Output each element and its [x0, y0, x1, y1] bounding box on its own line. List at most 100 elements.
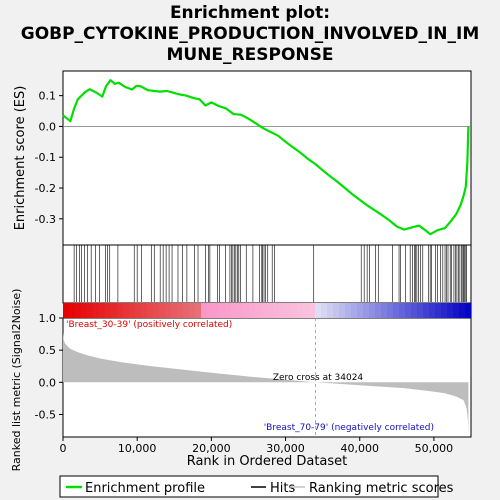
- rank-color-segment: [339, 303, 346, 318]
- rank-color-segment: [369, 303, 376, 318]
- es-y-tick-label: 0.0: [39, 120, 57, 133]
- rank-color-segment: [183, 303, 190, 318]
- legend-enrichment-profile-label: Enrichment profile: [85, 481, 205, 496]
- rank-color-segment: [375, 303, 382, 318]
- rank-color-segment: [63, 303, 70, 318]
- legend-box: [59, 475, 439, 498]
- chart-title-line-3: MUNE_RESPONSE: [166, 45, 333, 65]
- ranking-metric-area: [63, 332, 469, 434]
- x-tick-label: 0: [60, 442, 67, 455]
- x-axis-label: Rank in Ordered Dataset: [187, 454, 348, 469]
- rank-color-segment: [255, 303, 262, 318]
- es-y-tick-label: 0.1: [39, 90, 57, 103]
- rank-color-segment: [159, 303, 166, 318]
- chart-title-line-1: Enrichment plot:: [170, 3, 330, 23]
- rank-color-segment: [213, 303, 220, 318]
- rank-color-segment: [309, 303, 316, 318]
- rank-color-segment: [225, 303, 232, 318]
- metric-y-tick-label: 0.5: [39, 344, 57, 357]
- rank-color-segment: [423, 303, 430, 318]
- rank-color-segment: [291, 303, 298, 318]
- zero-cross-label: Zero cross at 34024: [273, 373, 364, 383]
- rank-color-segment: [147, 303, 154, 318]
- rank-color-segment: [321, 303, 328, 318]
- chart-title-line-2: GOBP_CYTOKINE_PRODUCTION_INVOLVED_IN_IM: [21, 24, 480, 44]
- rank-color-segment: [333, 303, 340, 318]
- rank-color-segment: [459, 303, 466, 318]
- rank-color-segment: [381, 303, 388, 318]
- rank-color-segment: [273, 303, 280, 318]
- rank-color-segment: [267, 303, 274, 318]
- rank-color-segment: [429, 303, 436, 318]
- rank-color-segment: [111, 303, 118, 318]
- rank-color-segment: [99, 303, 106, 318]
- rank-color-segment: [189, 303, 196, 318]
- rank-color-segment: [207, 303, 214, 318]
- rank-color-segment: [405, 303, 412, 318]
- enrichment-profile-line: [62, 79, 470, 236]
- rank-color-segment: [285, 303, 292, 318]
- rank-color-segment: [279, 303, 286, 318]
- rank-color-segment: [171, 303, 178, 318]
- es-y-tick-label: -0.2: [35, 182, 56, 195]
- rank-color-segment: [261, 303, 268, 318]
- rank-color-segment: [357, 303, 364, 318]
- legend-ranking-metric-label: Ranking metric scores: [309, 481, 454, 496]
- metric-y-tick-label: 1.0: [39, 312, 57, 325]
- axes-group: 0.1 0.0 -0.1 -0.2 -0.3 1.0 0.5 0.0 -0.5 0 10,000 20…: [35, 90, 454, 455]
- es-y-tick-label: -0.3: [35, 213, 56, 226]
- rank-color-segment: [129, 303, 136, 318]
- rank-color-segment: [441, 303, 448, 318]
- rank-color-bar: [63, 303, 472, 318]
- x-tick-label: 10,000: [118, 442, 157, 455]
- x-tick-label: 40,000: [340, 442, 379, 455]
- positive-correlation-label: 'Breast_30-39' (positively correlated): [66, 320, 232, 330]
- rank-color-segment: [219, 303, 226, 318]
- rank-color-segment: [105, 303, 112, 318]
- rank-color-segment: [315, 303, 322, 318]
- x-tick-label: 30,000: [266, 442, 305, 455]
- hits-panel-background: [62, 244, 472, 304]
- rank-color-segment: [447, 303, 454, 318]
- rank-color-segment: [237, 303, 244, 318]
- legend: Enrichment profile Hits Ranking metric s…: [59, 475, 454, 498]
- rank-color-segment: [399, 303, 406, 318]
- rank-color-segment: [141, 303, 148, 318]
- rank-color-segment: [303, 303, 310, 318]
- rank-color-segment: [117, 303, 124, 318]
- rank-color-segment: [465, 303, 472, 318]
- rank-color-segment: [297, 303, 304, 318]
- rank-color-segment: [393, 303, 400, 318]
- rank-color-segment: [177, 303, 184, 318]
- rank-color-segment: [153, 303, 160, 318]
- metric-y-tick-label: 0.0: [39, 376, 57, 389]
- rank-color-segment: [75, 303, 82, 318]
- hits-group: [73, 245, 467, 302]
- rank-color-segment: [249, 303, 256, 318]
- x-tick-label: 20,000: [192, 442, 231, 455]
- rank-color-segment: [411, 303, 418, 318]
- rank-color-segment: [417, 303, 424, 318]
- es-panel-background: [62, 70, 472, 246]
- rank-color-segment: [351, 303, 358, 318]
- rank-color-segment: [87, 303, 94, 318]
- rank-color-segment: [201, 303, 208, 318]
- rank-color-segment: [93, 303, 100, 318]
- rank-color-segment: [387, 303, 394, 318]
- ranking-metric-group: [63, 318, 469, 437]
- legend-hits-label: Hits: [270, 481, 295, 496]
- rank-color-segment: [165, 303, 172, 318]
- rank-color-segment: [363, 303, 370, 318]
- rank-color-segment: [453, 303, 460, 318]
- rank-color-segment: [327, 303, 334, 318]
- es-y-axis-label: Enrichment score (ES): [13, 86, 28, 231]
- negative-correlation-label: 'Breast_70-79' (negatively correlated): [264, 423, 434, 433]
- metric-y-axis-label: Ranked list metric (Signal2Noise): [10, 289, 23, 472]
- es-y-tick-label: -0.1: [35, 151, 56, 164]
- x-tick-label: 50,000: [415, 442, 454, 455]
- rank-color-segment: [195, 303, 202, 318]
- rank-color-segment: [345, 303, 352, 318]
- metric-y-tick-label: -0.5: [35, 408, 56, 421]
- rank-color-segment: [231, 303, 238, 318]
